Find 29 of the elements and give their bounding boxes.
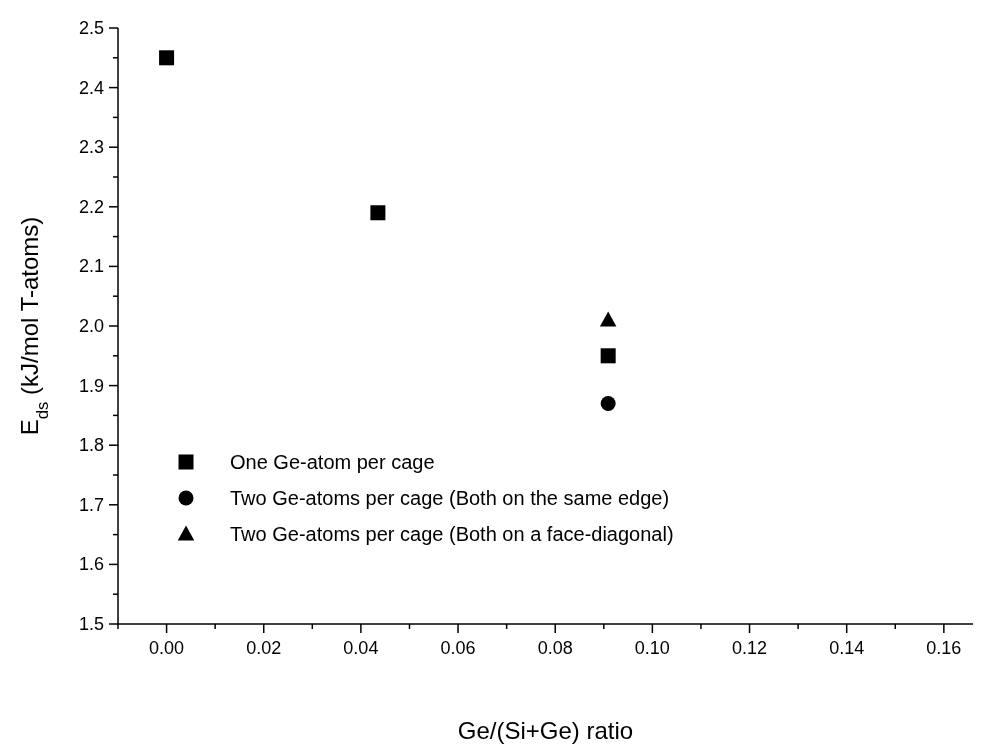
point xyxy=(600,348,616,364)
y-tick-label: 1.7 xyxy=(78,494,104,515)
x-tick-label: 0.08 xyxy=(537,638,573,658)
y-tick-label: 2.4 xyxy=(78,77,104,98)
y-tick-label: 2.0 xyxy=(78,316,104,336)
x-tick-label: 0.12 xyxy=(732,638,768,658)
legend-label: One Ge-atom per cage xyxy=(230,451,435,473)
x-tick-label: 0.16 xyxy=(926,638,962,658)
x-tick-label: 0.04 xyxy=(343,638,379,658)
y-tick-label: 2.3 xyxy=(78,137,104,158)
y-tick-label: 2.5 xyxy=(78,18,104,38)
y-tick-label: 2.2 xyxy=(78,196,104,217)
point xyxy=(370,205,386,221)
y-tick-label: 2.1 xyxy=(78,256,104,277)
y-tick-label: 1.5 xyxy=(78,614,104,634)
x-tick-label: 0.02 xyxy=(246,638,282,658)
y-tick-label: 1.6 xyxy=(78,554,104,575)
x-tick-label: 0.10 xyxy=(634,638,670,658)
x-axis-title: Ge/(Si+Ge) ratio xyxy=(457,717,634,744)
point xyxy=(159,50,175,66)
legend-label: Two Ge-atoms per cage (Both on the same edge) xyxy=(230,487,670,509)
x-tick-label: 0.14 xyxy=(829,638,865,658)
legend-label: Two Ge-atoms per cage (Both on a face-diagonal) xyxy=(230,523,674,545)
point xyxy=(600,395,616,411)
y-tick-label: 1.9 xyxy=(78,375,104,396)
y-tick-label: 1.8 xyxy=(78,435,104,456)
point xyxy=(599,311,617,327)
x-tick-label: 0.06 xyxy=(440,638,476,658)
x-tick-label: 0.00 xyxy=(149,638,185,658)
